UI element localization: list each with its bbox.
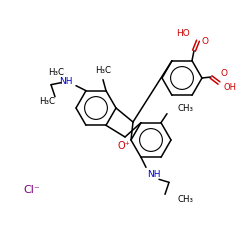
Text: HO: HO (176, 29, 190, 38)
Text: H₃C: H₃C (39, 97, 55, 106)
Text: O: O (220, 68, 228, 78)
Text: O: O (201, 37, 208, 46)
Text: CH₃: CH₃ (177, 195, 193, 204)
Text: NH: NH (59, 77, 73, 86)
Text: OH: OH (224, 84, 237, 92)
Text: CH₃: CH₃ (177, 104, 193, 113)
Text: O⁺: O⁺ (118, 141, 130, 151)
Text: H₃C: H₃C (48, 68, 64, 77)
Text: NH: NH (147, 170, 161, 179)
Text: Cl⁻: Cl⁻ (24, 185, 40, 195)
Text: H₃C: H₃C (95, 66, 111, 75)
